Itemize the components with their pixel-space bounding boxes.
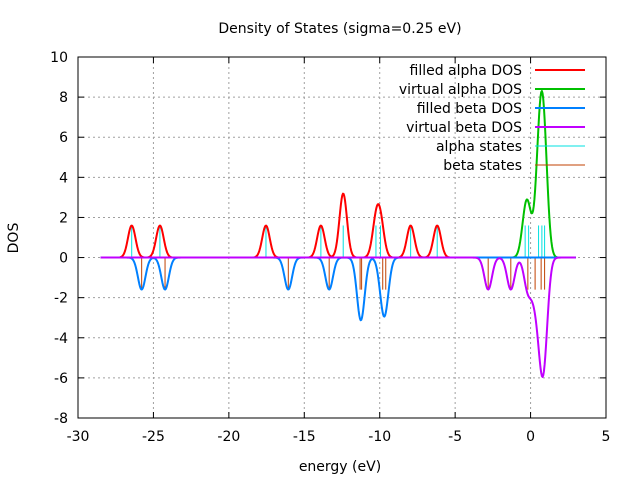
legend: filled alpha DOS virtual alpha DOS filled … xyxy=(399,63,585,174)
y-tick-label: -8 xyxy=(54,411,68,427)
y-tick-label: 6 xyxy=(59,130,68,146)
axis-ticks xyxy=(77,56,607,419)
y-tick-label: -6 xyxy=(54,371,68,387)
x-tick-label: -30 xyxy=(67,429,90,445)
y-tick-label: 8 xyxy=(59,90,68,106)
legend-item: filled alpha DOS xyxy=(410,63,585,79)
y-axis-label: DOS xyxy=(6,223,22,254)
y-tick-label: 2 xyxy=(59,210,68,226)
legend-item: alpha states xyxy=(436,139,585,155)
y-tick-label: -4 xyxy=(54,331,68,347)
legend-label: alpha states xyxy=(436,139,522,155)
legend-label: filled beta DOS xyxy=(417,101,522,117)
series-layer xyxy=(100,90,577,378)
series-beta-states xyxy=(141,257,546,290)
y-tick-label: 4 xyxy=(59,170,68,186)
legend-item: beta states xyxy=(443,158,585,174)
x-tick-label: -25 xyxy=(142,429,165,445)
legend-item: virtual beta DOS xyxy=(406,120,585,136)
series-virtual-beta-DOS xyxy=(100,256,577,378)
x-tick-label: -10 xyxy=(368,429,391,445)
chart-title: Density of States (sigma=0.25 eV) xyxy=(218,21,461,37)
x-tick-label: 5 xyxy=(602,429,611,445)
y-tick-label: -2 xyxy=(54,291,68,307)
plot-frame xyxy=(77,56,607,419)
y-tick-label: 10 xyxy=(50,50,68,66)
x-tick-labels: -30 -25 -20 -15 -10 -5 0 5 xyxy=(67,429,611,445)
legend-item: filled beta DOS xyxy=(417,101,585,117)
y-tick-label: 0 xyxy=(59,251,68,267)
grid-lines xyxy=(78,57,606,418)
x-axis-label: energy (eV) xyxy=(299,459,381,475)
y-tick-labels: -8 -6 -4 -2 0 2 4 6 8 10 xyxy=(50,50,68,427)
legend-label: virtual beta DOS xyxy=(406,120,522,136)
legend-label: virtual alpha DOS xyxy=(399,82,522,98)
x-tick-label: -5 xyxy=(448,429,462,445)
dos-curve xyxy=(100,256,577,378)
legend-label: beta states xyxy=(443,158,522,174)
legend-label: filled alpha DOS xyxy=(410,63,523,79)
legend-item: virtual alpha DOS xyxy=(399,82,585,98)
x-tick-label: -20 xyxy=(217,429,240,445)
x-tick-label: -15 xyxy=(293,429,316,445)
series-alpha-states xyxy=(131,225,546,258)
x-tick-label: 0 xyxy=(526,429,535,445)
